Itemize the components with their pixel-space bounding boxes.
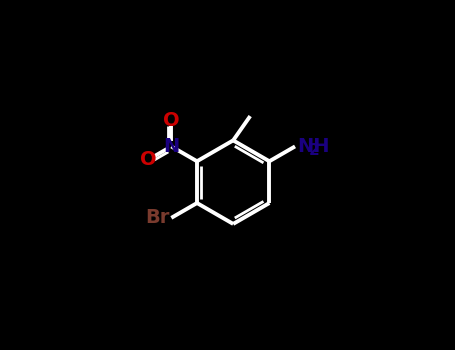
- Text: N: N: [163, 137, 179, 156]
- Text: 2: 2: [308, 143, 319, 158]
- Text: Br: Br: [146, 208, 170, 228]
- Text: O: O: [163, 111, 180, 130]
- Text: NH: NH: [297, 137, 330, 156]
- Text: O: O: [140, 150, 157, 169]
